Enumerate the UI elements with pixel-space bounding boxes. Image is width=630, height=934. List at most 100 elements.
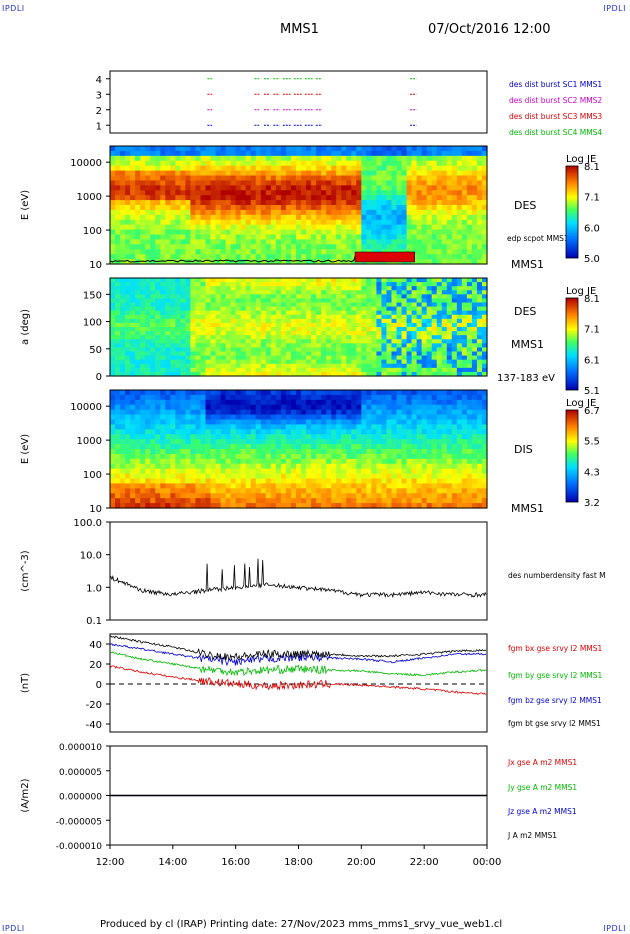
- spectrogram-cell: [466, 234, 473, 241]
- spectrogram-cell: [240, 483, 247, 489]
- spectrogram-cell: [260, 146, 267, 152]
- spectrogram-cell: [270, 165, 277, 172]
- spectrogram-cell: [356, 298, 362, 304]
- spectrogram-cell: [326, 434, 332, 440]
- spectrogram-cell: [255, 503, 262, 509]
- spectrogram-cell: [401, 347, 408, 353]
- spectrogram-cell: [416, 298, 423, 304]
- spectrogram-cell: [225, 335, 232, 340]
- spectrogram-cell: [411, 165, 418, 172]
- spectrogram-cell: [346, 200, 352, 206]
- spectrogram-cell: [145, 439, 151, 445]
- spectrogram-cell: [255, 165, 262, 172]
- spectrogram-cell: [326, 200, 332, 206]
- spectrogram-cell: [396, 200, 403, 206]
- spectrogram-cell: [235, 468, 242, 475]
- spectrogram-cell: [135, 254, 141, 260]
- spectrogram-cell: [406, 165, 413, 172]
- spectrogram-cell: [451, 249, 458, 255]
- spectrogram-cell: [230, 318, 237, 324]
- spectrogram-cell: [386, 363, 393, 369]
- spectrogram-cell: [401, 234, 408, 241]
- spectrogram-cell: [356, 322, 362, 328]
- spectrogram-cell: [311, 335, 317, 340]
- spectrogram-cell: [396, 244, 403, 250]
- spectrogram-cell: [210, 355, 217, 361]
- spectrogram-cell: [341, 302, 347, 308]
- spectrogram-cell: [376, 503, 383, 509]
- spectrogram-cell: [265, 335, 272, 340]
- spectrogram-cell: [205, 483, 212, 489]
- spectrogram-cell: [190, 444, 197, 450]
- y-tick-label: 50: [89, 345, 102, 356]
- spectrogram-cell: [461, 170, 468, 177]
- spectrogram-cell: [386, 371, 393, 377]
- spectrogram-cell: [250, 347, 257, 353]
- spectrogram-cell: [210, 414, 217, 421]
- spectrogram-cell: [351, 200, 357, 206]
- spectrogram-cell: [225, 404, 232, 411]
- spectrogram-cell: [245, 434, 252, 440]
- spectrogram-cell: [280, 190, 287, 196]
- spectrogram-cell: [215, 294, 222, 300]
- spectrogram-cell: [180, 209, 186, 216]
- spectrogram-cell: [120, 390, 126, 396]
- spectrogram-cell: [381, 399, 388, 406]
- spectrogram-cell: [280, 219, 287, 226]
- spectrogram-cell: [275, 453, 282, 460]
- spectrogram-cell: [145, 214, 151, 221]
- spectrogram-cell: [306, 367, 312, 373]
- spectrogram-cell: [326, 458, 332, 465]
- spectrogram-cell: [341, 473, 347, 480]
- spectrogram-cell: [481, 278, 488, 283]
- spectrogram-cell: [341, 493, 347, 499]
- spectrogram-cell: [481, 219, 488, 226]
- spectrogram-cell: [306, 282, 312, 287]
- spectrogram-cell: [306, 310, 312, 316]
- spectrogram-cell: [255, 351, 262, 357]
- spectrogram-cell: [366, 209, 372, 216]
- spectrogram-cell: [285, 453, 292, 460]
- spectrogram-cell: [215, 343, 222, 349]
- spectrogram-cell: [456, 244, 463, 250]
- spectrogram-cell: [466, 160, 473, 167]
- spectrogram-cell: [285, 200, 292, 206]
- spectrogram-cell: [170, 239, 176, 245]
- spectrogram-cell: [140, 150, 146, 157]
- spectrogram-cell: [265, 424, 272, 430]
- spectrogram-cell: [275, 209, 282, 216]
- spectrogram-cell: [245, 351, 252, 357]
- spectrogram-cell: [321, 367, 327, 373]
- spectrogram-cell: [290, 180, 297, 186]
- spectrogram-cell: [245, 254, 252, 260]
- spectrogram-cell: [140, 146, 146, 152]
- spectrogram-cell: [195, 419, 202, 426]
- spectrogram-cell: [130, 180, 136, 186]
- spectrogram-cell: [406, 302, 413, 308]
- spectrogram-cell: [346, 244, 352, 250]
- spectrogram-cell: [240, 318, 247, 324]
- spectrogram-cell: [230, 160, 237, 167]
- spectrogram-cell: [285, 229, 292, 236]
- spectrogram-cell: [346, 399, 352, 406]
- spectrogram-cell: [235, 224, 242, 231]
- spectrogram-cell: [165, 185, 171, 191]
- spectrogram-cell: [225, 150, 232, 157]
- spectrogram-cell: [396, 347, 403, 353]
- spectrogram-cell: [270, 359, 277, 365]
- spectrogram-cell: [110, 298, 116, 304]
- spectrogram-cell: [270, 294, 277, 300]
- spectrogram-cell: [280, 453, 287, 460]
- spectrogram-cell: [135, 493, 141, 499]
- spectrogram-cell: [220, 290, 227, 295]
- spectrogram-cell: [250, 444, 257, 450]
- spectrogram-cell: [366, 185, 372, 191]
- spectrogram-cell: [341, 170, 347, 177]
- spectrogram-cell: [351, 234, 357, 241]
- spectrogram-cell: [280, 414, 287, 421]
- spectrogram-cell: [376, 367, 383, 373]
- y-axis-label: a (deg): [20, 309, 31, 345]
- spectrogram-cell: [421, 318, 428, 324]
- spectrogram-cell: [135, 327, 141, 332]
- spectrogram-cell: [275, 473, 282, 480]
